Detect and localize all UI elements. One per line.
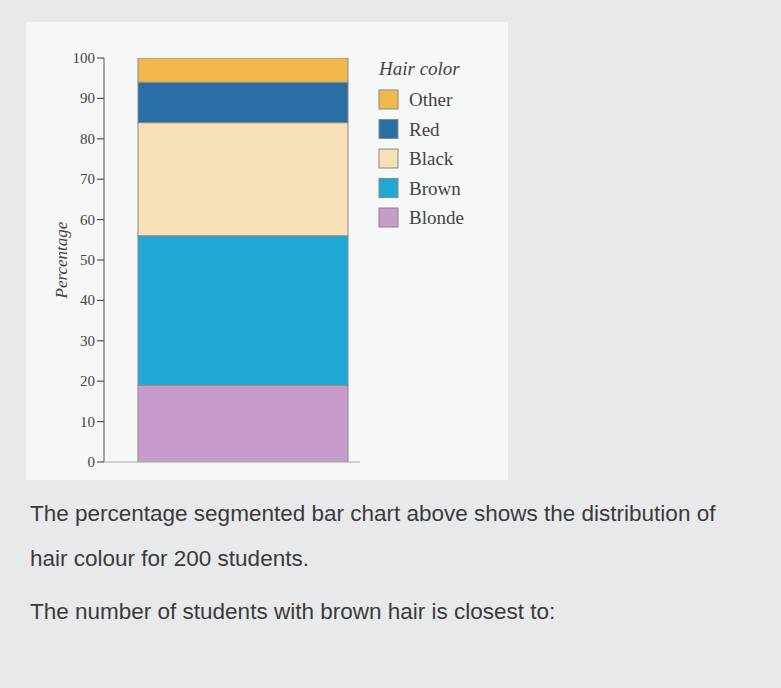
legend-swatch — [379, 208, 398, 227]
legend-label: Brown — [409, 178, 461, 199]
y-tick-label: 50 — [80, 252, 95, 268]
legend-label: Other — [409, 89, 453, 110]
chart-panel — [26, 22, 508, 480]
y-tick-label: 0 — [88, 454, 96, 470]
y-tick — [97, 98, 104, 99]
bar-segment — [138, 82, 348, 122]
legend-label: Red — [409, 119, 440, 140]
legend-swatch — [379, 90, 398, 109]
y-tick — [97, 259, 104, 260]
bar-segment — [138, 236, 348, 385]
legend-swatch — [379, 149, 398, 168]
y-tick-label: 10 — [80, 414, 95, 430]
y-tick — [97, 138, 104, 139]
legend-swatch — [379, 179, 398, 198]
question-text: The percentage segmented bar chart above… — [30, 491, 745, 581]
y-tick-label: 20 — [80, 373, 95, 389]
y-tick — [97, 300, 104, 301]
legend-label: Blonde — [409, 207, 464, 228]
y-tick-label: 70 — [80, 171, 95, 187]
y-tick-label: 100 — [73, 50, 96, 66]
y-tick-label: 90 — [80, 90, 95, 106]
y-axis-label: Percentage — [52, 221, 71, 299]
bar-segment — [138, 123, 348, 236]
y-tick-label: 30 — [80, 333, 95, 349]
bar-segment — [138, 385, 348, 462]
y-tick — [97, 381, 104, 382]
legend-label: Black — [409, 148, 454, 169]
bar-segment — [138, 58, 348, 82]
bars — [138, 58, 348, 462]
y-tick-label: 80 — [80, 131, 95, 147]
y-tick — [97, 179, 104, 180]
y-tick — [97, 461, 104, 462]
legend-title: Hair color — [378, 58, 460, 79]
y-tick — [97, 219, 104, 220]
y-tick — [97, 57, 104, 58]
y-tick — [97, 340, 104, 341]
y-tick-label: 40 — [80, 292, 95, 308]
y-tick-label: 60 — [80, 212, 95, 228]
y-tick — [97, 421, 104, 422]
x-axis — [104, 462, 360, 463]
question-text: The number of students with brown hair i… — [30, 589, 745, 634]
legend-swatch — [379, 120, 398, 139]
